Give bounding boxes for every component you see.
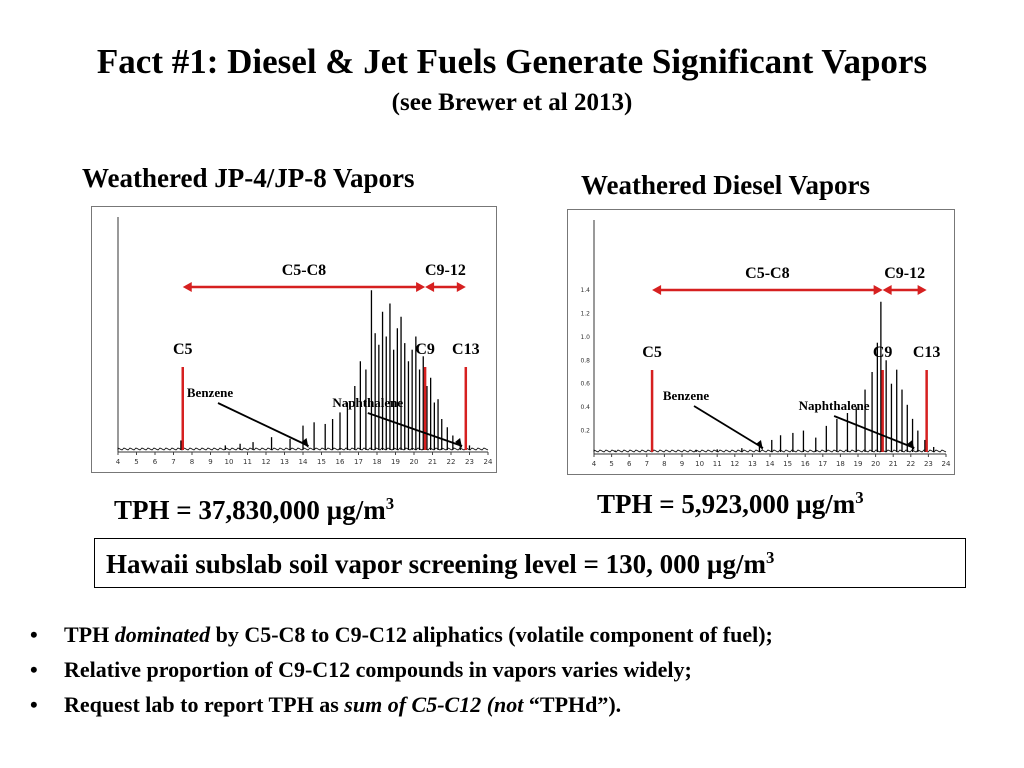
y-tick-label: 0.8 (580, 357, 590, 364)
x-tick-label: 23 (924, 460, 933, 468)
x-tick-label: 7 (171, 458, 175, 466)
y-tick-label: 0.6 (580, 381, 590, 388)
jet-fuel-chromatogram: 4 5 6 7 8 9 10 11 12 13 14 15 16 17 18 19 20 21 22 23 24 C5 C9… (91, 206, 497, 473)
x-tick-label: 5 (134, 458, 138, 466)
marker-label-c13: C13 (913, 344, 941, 361)
x-tick-label: 4 (592, 460, 597, 468)
y-tick-label: 0.2 (580, 428, 590, 435)
x-tick-label: 14 (299, 458, 308, 466)
diesel-chromatogram: 4 5 6 7 8 9 10 11 12 13 14 15 16 17 18 19 20 21 22 23 24 1.4 1… (567, 209, 955, 475)
annotation-pointer (367, 412, 463, 447)
range-label: C9-12 (884, 265, 925, 282)
annotation-naphthalene: Naphthalene (799, 398, 870, 413)
range-arrowhead-right (416, 282, 426, 292)
y-tick-label: 1.0 (580, 334, 590, 341)
x-tick-label: 8 (190, 458, 194, 466)
marker-label-c9: C9 (415, 341, 435, 358)
x-tick-label: 20 (410, 458, 419, 466)
range-arrowhead-left (425, 282, 435, 292)
left-chart-title: Weathered JP-4/JP-8 Vapors (82, 163, 415, 193)
x-tick-label: 7 (645, 460, 649, 468)
x-tick-label: 4 (116, 458, 121, 466)
annotation-pointer (833, 415, 915, 449)
x-tick-label: 18 (836, 460, 845, 468)
y-tick-label: 0.4 (580, 404, 590, 411)
annotation-arrowhead (455, 438, 463, 448)
x-tick-label: 21 (428, 458, 437, 466)
range-label: C9-12 (425, 262, 466, 279)
x-tick-label: 6 (153, 458, 158, 466)
bullet-list: TPH dominated by C5-C8 to C9-C12 aliphat… (30, 620, 773, 725)
bullet-item: TPH dominated by C5-C8 to C9-C12 aliphat… (30, 620, 773, 655)
y-tick-label: 1.2 (580, 310, 590, 317)
x-tick-label: 5 (609, 460, 613, 468)
x-tick-label: 11 (243, 458, 252, 466)
x-tick-label: 20 (871, 460, 880, 468)
range-label: C5-C8 (745, 265, 789, 282)
annotation-benzene: Benzene (187, 385, 233, 400)
bullet-item: Request lab to report TPH as sum of C5-C… (30, 690, 773, 725)
tph-diesel-value: TPH = 5,923,000 µg/m3 (597, 488, 864, 519)
x-tick-label: 11 (713, 460, 722, 468)
x-tick-label: 14 (766, 460, 775, 468)
annotation-pointer (693, 405, 764, 449)
annotation-arrowhead (755, 440, 763, 450)
x-tick-label: 13 (748, 460, 757, 468)
range-arrowhead-left (882, 285, 892, 295)
x-tick-label: 19 (391, 458, 400, 466)
x-tick-label: 8 (662, 460, 666, 468)
x-tick-label: 10 (695, 460, 704, 468)
x-tick-label: 17 (818, 460, 827, 468)
x-tick-label: 12 (262, 458, 271, 466)
x-tick-label: 6 (627, 460, 632, 468)
x-tick-label: 9 (680, 460, 684, 468)
y-tick-label: 1.4 (580, 287, 590, 294)
bullet-item: Relative proportion of C9-C12 compounds … (30, 655, 773, 690)
x-tick-label: 16 (801, 460, 810, 468)
x-tick-label: 22 (447, 458, 456, 466)
annotation-arrowhead (907, 440, 915, 450)
x-tick-label: 16 (336, 458, 345, 466)
x-tick-label: 17 (354, 458, 363, 466)
right-chart-title: Weathered Diesel Vapors (581, 170, 870, 200)
x-tick-label: 9 (208, 458, 212, 466)
x-tick-label: 18 (373, 458, 382, 466)
x-tick-label: 24 (942, 460, 951, 468)
x-tick-label: 13 (280, 458, 289, 466)
annotation-benzene: Benzene (663, 388, 709, 403)
range-arrowhead-left (652, 285, 662, 295)
baseline-trace (593, 449, 947, 453)
x-tick-label: 22 (906, 460, 915, 468)
jet-fuel-chart-svg: 4 5 6 7 8 9 10 11 12 13 14 15 16 17 18 19 20 21 22 23 24 C5 C9… (116, 217, 493, 466)
x-tick-label: 15 (783, 460, 792, 468)
x-tick-label: 24 (484, 458, 493, 466)
range-arrowhead-left (182, 282, 192, 292)
x-tick-label: 23 (465, 458, 474, 466)
annotation-pointer (217, 402, 309, 447)
slide-subtitle: (see Brewer et al 2013) (391, 89, 633, 116)
range-arrowhead-right (456, 282, 466, 292)
x-tick-label: 15 (317, 458, 326, 466)
x-tick-label: 12 (730, 460, 739, 468)
slide-title: Fact #1: Diesel & Jet Fuels Generate Sig… (96, 42, 928, 81)
range-arrowhead-right (917, 285, 927, 295)
marker-label-c9: C9 (873, 344, 893, 361)
annotation-naphthalene: Naphthalene (332, 395, 403, 410)
diesel-chart-svg: 4 5 6 7 8 9 10 11 12 13 14 15 16 17 18 19 20 21 22 23 24 1.4 1… (580, 220, 951, 468)
marker-label-c5: C5 (642, 344, 662, 361)
screening-level-box: Hawaii subslab soil vapor screening leve… (94, 538, 966, 588)
range-label: C5-C8 (282, 262, 326, 279)
tph-jet-fuel-value: TPH = 37,830,000 µg/m3 (114, 494, 395, 525)
marker-label-c13: C13 (452, 341, 480, 358)
marker-label-c5: C5 (173, 341, 193, 358)
range-arrowhead-right (873, 285, 883, 295)
x-tick-label: 21 (889, 460, 898, 468)
annotation-arrowhead (301, 438, 309, 448)
x-tick-label: 19 (854, 460, 863, 468)
x-tick-label: 10 (225, 458, 234, 466)
